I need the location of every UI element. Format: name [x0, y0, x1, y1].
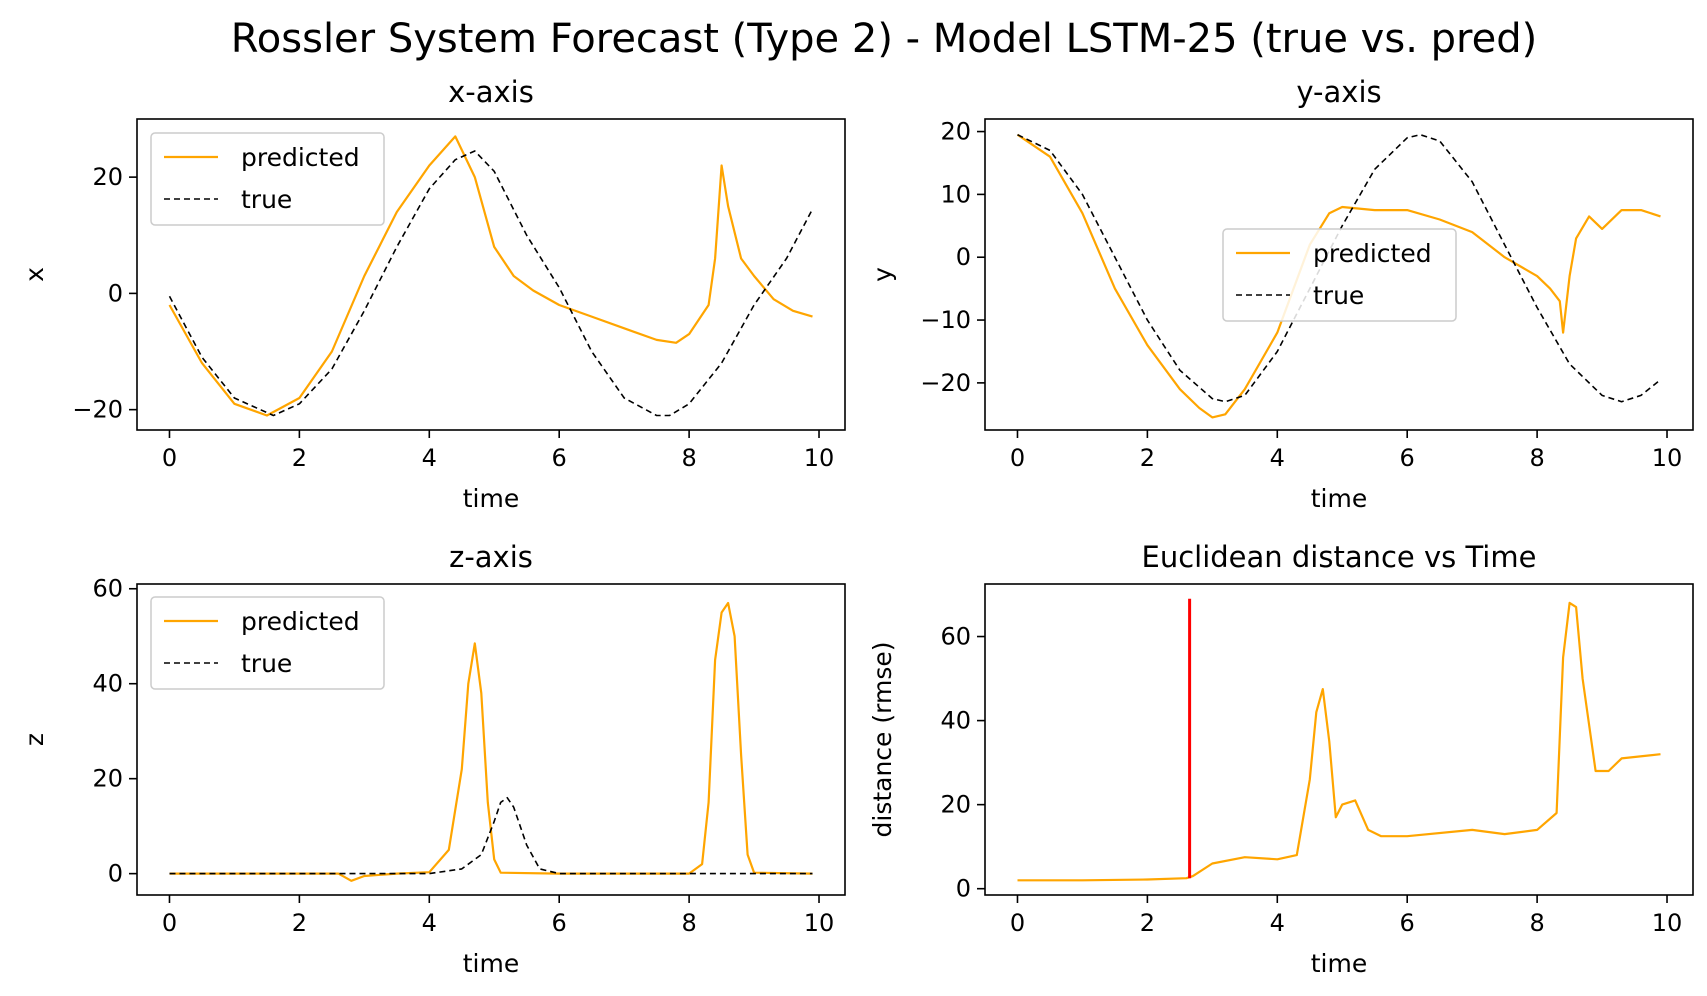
x-tick-label: 0 — [1010, 909, 1025, 937]
legend: predicted true — [150, 132, 385, 226]
x-tick-label: 10 — [804, 444, 835, 472]
panel-z: 0 2 4 6 8 10 0 20 40 60 z-axis time z predicted true — [20, 540, 846, 978]
y-tick-label: 20 — [940, 791, 971, 819]
x-tick-label: 6 — [552, 444, 567, 472]
series-line-true — [168, 150, 814, 417]
y-axis-label: x — [20, 267, 49, 282]
legend-label-true: true — [241, 649, 292, 678]
y-tick-label: 0 — [956, 875, 971, 903]
x-tick-label: 4 — [422, 444, 437, 472]
x-tick-label: 10 — [804, 909, 835, 937]
axes-frame — [136, 583, 846, 896]
x-axis-label: time — [463, 484, 519, 513]
y-tick-label: −20 — [72, 396, 123, 424]
legend: predicted true — [150, 596, 385, 690]
x-axis-label: time — [1311, 949, 1367, 978]
axes-frame — [136, 118, 846, 431]
panel-title: z-axis — [449, 540, 533, 574]
x-tick-label: 2 — [1140, 444, 1155, 472]
series-line-predicted — [168, 135, 813, 417]
y-tick-label: −10 — [920, 306, 971, 334]
y-tick-label: 0 — [956, 243, 971, 271]
x-tick-label: 4 — [422, 909, 437, 937]
x-tick-label: 4 — [1270, 444, 1285, 472]
x-axis-label: time — [1311, 484, 1367, 513]
x-tick-label: 0 — [1010, 444, 1025, 472]
y-tick-label: 20 — [92, 163, 123, 191]
axes-frame — [984, 118, 1694, 431]
legend-label-true: true — [241, 185, 292, 214]
figure-title: Rossler System Forecast (Type 2) - Model… — [231, 16, 1537, 62]
x-tick-label: 2 — [1140, 909, 1155, 937]
x-tick-label: 8 — [681, 444, 696, 472]
y-axis-label: z — [20, 733, 49, 746]
panel-y: 0 2 4 6 8 10 −20 −10 0 10 20 y-axis time y predicted tr… — [868, 75, 1694, 513]
panel-title: x-axis — [448, 75, 534, 109]
y-tick-label: 40 — [92, 670, 123, 698]
x-tick-label: 10 — [1652, 909, 1683, 937]
panel-title: Euclidean distance vs Time — [1142, 540, 1537, 574]
panel-x: 0 2 4 6 8 10 −20 0 20 x-axis time x predicted true — [20, 75, 846, 513]
panel-dist: 0 2 4 6 8 10 0 20 40 60 Euclidean distance vs Time… — [868, 540, 1694, 978]
x-tick-label: 2 — [292, 444, 307, 472]
series-line-distance — [1017, 601, 1661, 882]
legend-label-predicted: predicted — [241, 143, 360, 172]
y-tick-label: −20 — [920, 369, 971, 397]
x-axis-label: time — [463, 949, 519, 978]
y-tick-label: 20 — [940, 118, 971, 146]
y-axis-label: distance (rmse) — [868, 642, 897, 838]
x-tick-label: 2 — [292, 909, 307, 937]
x-tick-label: 6 — [552, 909, 567, 937]
legend: predicted true — [1222, 228, 1457, 322]
series-line-true — [169, 796, 813, 875]
x-tick-label: 8 — [1529, 909, 1544, 937]
y-tick-label: 0 — [108, 860, 123, 888]
legend-label-predicted: predicted — [1313, 239, 1432, 268]
series-line-true — [1017, 133, 1662, 403]
x-tick-label: 10 — [1652, 444, 1683, 472]
y-tick-label: 0 — [108, 279, 123, 307]
y-tick-label: 10 — [940, 180, 971, 208]
legend-label-predicted: predicted — [241, 607, 360, 636]
legend-label-true: true — [1313, 281, 1364, 310]
y-tick-label: 60 — [92, 575, 123, 603]
axes-frame — [984, 583, 1694, 896]
panel-title: y-axis — [1296, 75, 1381, 109]
x-tick-label: 4 — [1270, 909, 1285, 937]
x-tick-label: 8 — [681, 909, 696, 937]
y-tick-label: 40 — [940, 707, 971, 735]
x-tick-label: 6 — [1400, 909, 1415, 937]
x-tick-label: 8 — [1529, 444, 1544, 472]
series-line-predicted — [1016, 133, 1661, 419]
x-tick-label: 6 — [1400, 444, 1415, 472]
x-tick-label: 0 — [162, 909, 177, 937]
x-tick-label: 0 — [162, 444, 177, 472]
y-tick-label: 60 — [940, 623, 971, 651]
y-axis-label: y — [868, 267, 897, 282]
y-tick-label: 20 — [92, 765, 123, 793]
